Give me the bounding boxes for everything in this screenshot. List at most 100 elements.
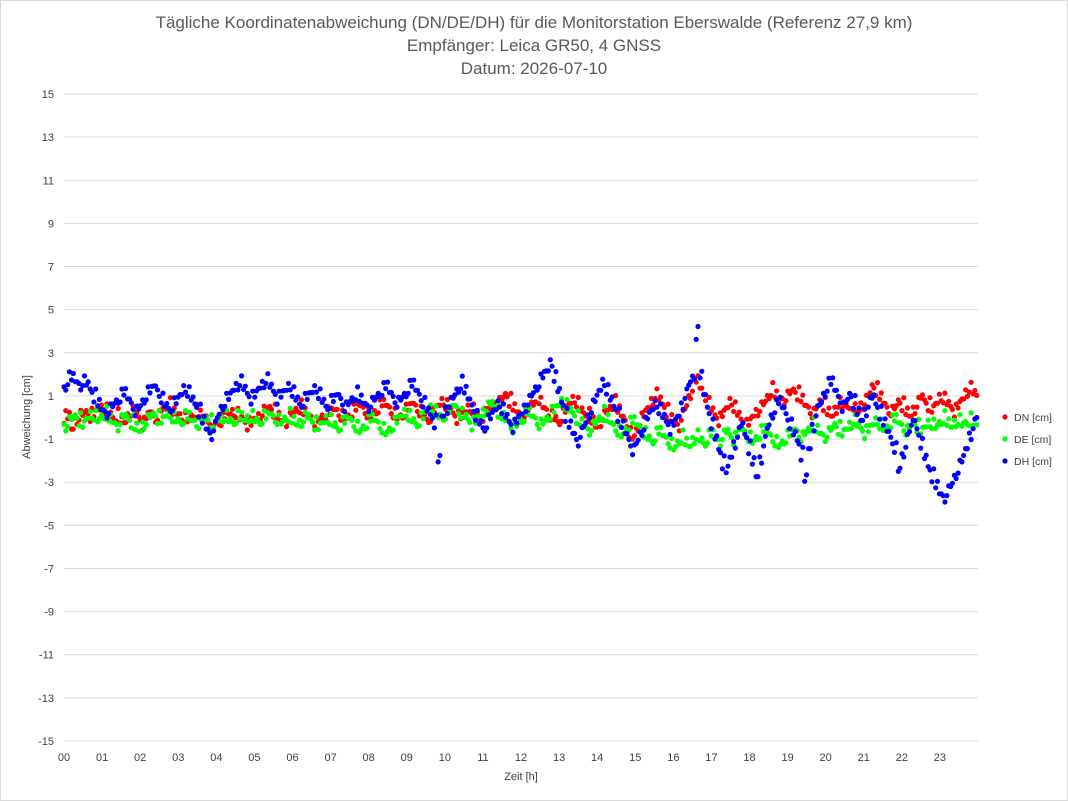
data-point [409, 383, 415, 389]
data-point [192, 417, 198, 423]
data-point [729, 454, 735, 460]
data-point [661, 411, 668, 417]
data-point [381, 420, 387, 426]
data-point [564, 397, 570, 403]
data-point [265, 371, 271, 377]
data-point [927, 395, 933, 401]
data-point [820, 408, 827, 414]
data-point [239, 373, 245, 379]
data-point [777, 394, 783, 400]
x-tick-label: 22 [896, 752, 908, 764]
data-point [603, 391, 610, 397]
data-point [848, 426, 855, 432]
data-point [435, 459, 441, 465]
data-point [74, 415, 80, 421]
data-point [968, 436, 974, 443]
data-point [934, 478, 941, 484]
data-point [891, 449, 898, 455]
data-point [274, 421, 280, 427]
data-point [426, 405, 432, 411]
data-point [300, 419, 306, 425]
data-point [863, 413, 870, 419]
data-point [878, 390, 884, 396]
data-point [568, 400, 574, 406]
data-point [923, 452, 929, 458]
data-point [637, 424, 643, 430]
data-point [388, 411, 394, 417]
data-point [860, 428, 866, 434]
data-point [411, 416, 417, 422]
data-point [93, 386, 99, 392]
data-point [181, 420, 187, 427]
data-point [456, 411, 462, 417]
data-point [901, 395, 907, 401]
data-point [963, 387, 969, 393]
data-point [601, 403, 608, 409]
data-point [499, 411, 505, 417]
data-point [761, 443, 767, 449]
data-point [158, 420, 164, 426]
data-point [878, 403, 884, 409]
data-point [433, 412, 439, 418]
data-point [774, 397, 780, 403]
data-point [914, 404, 920, 410]
data-point [572, 400, 578, 406]
data-point [211, 428, 217, 434]
data-point [160, 390, 166, 396]
data-point [270, 413, 277, 419]
data-point [882, 416, 888, 422]
data-point [974, 422, 980, 428]
data-point [454, 404, 460, 410]
y-tick-label: -15 [38, 736, 54, 748]
data-point [665, 401, 671, 407]
data-point [252, 394, 258, 400]
data-point [65, 382, 71, 388]
data-point [562, 418, 568, 424]
data-point [624, 430, 630, 437]
data-point [454, 420, 460, 427]
data-point [235, 387, 241, 393]
data-point [549, 403, 555, 409]
data-point [405, 390, 411, 396]
data-point [740, 420, 746, 426]
data-point [224, 390, 230, 396]
data-point [732, 445, 739, 451]
data-point [936, 391, 943, 397]
data-point [95, 403, 101, 409]
data-point [856, 405, 862, 411]
data-point [557, 385, 563, 391]
data-point [719, 466, 726, 472]
y-tick-label: 13 [42, 132, 54, 144]
x-tick-label: 21 [858, 752, 870, 764]
data-point [437, 452, 443, 459]
data-point [871, 385, 877, 391]
data-point [226, 396, 232, 402]
data-point [925, 417, 931, 423]
data-point [964, 446, 971, 452]
data-point [153, 383, 159, 389]
data-point [388, 389, 394, 396]
data-point [186, 409, 192, 415]
data-point [822, 439, 828, 445]
data-point [807, 411, 813, 417]
data-point [313, 389, 319, 395]
data-point [665, 441, 671, 447]
data-point [824, 434, 830, 440]
data-point [559, 418, 565, 424]
data-point [676, 413, 682, 419]
y-axis-title: Abweichung [cm] [21, 375, 33, 459]
data-point [654, 386, 660, 392]
legend-label: DN [cm] [1014, 412, 1052, 424]
y-tick-label: -13 [38, 693, 54, 705]
data-point [710, 416, 716, 422]
data-point [588, 428, 595, 434]
data-point [313, 414, 319, 420]
data-point [383, 386, 389, 392]
data-point [560, 402, 566, 408]
data-point [538, 371, 544, 377]
data-point [669, 411, 675, 418]
data-point [394, 404, 400, 410]
data-point [132, 413, 138, 419]
data-point [616, 405, 623, 411]
data-point [312, 383, 318, 389]
